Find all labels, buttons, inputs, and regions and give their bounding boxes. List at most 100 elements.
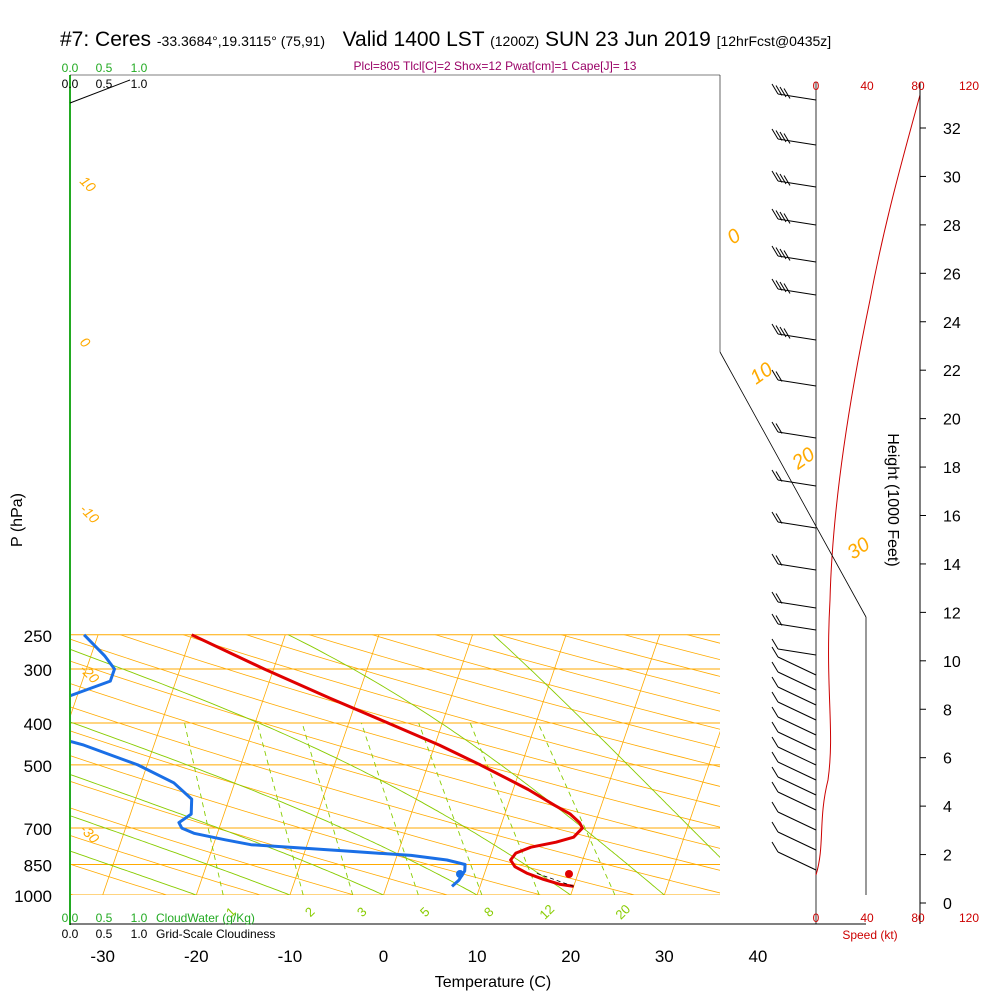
wind-barb-flag (775, 247, 783, 258)
wind-barb-staff (777, 218, 817, 226)
wind-barb (771, 208, 817, 226)
wind-barb (771, 841, 817, 871)
wind-speed-profile (815, 94, 921, 876)
wind-barb-staff (777, 746, 817, 766)
valid-date: SUN 23 Jun 2019 (544, 28, 711, 51)
cloudiness-tick-bottom: 1.0 (131, 927, 148, 941)
height-tick-label: 2 (943, 848, 952, 865)
speed-tick-bottom: 40 (860, 911, 874, 925)
dry-adiabat-line (70, 638, 720, 828)
wind-barb-flag (771, 278, 779, 290)
valid-time: Valid 1400 LST (342, 28, 485, 51)
wind-barb (771, 721, 817, 751)
moist-adiabat-line (70, 773, 384, 895)
temperature-tick-label: 40 (748, 947, 767, 966)
wind-barb-staff (777, 93, 817, 101)
wind-barb-flag (771, 751, 779, 763)
dry-adiabat-line (70, 706, 720, 894)
wind-barb (771, 821, 817, 851)
theta-label: 20 (787, 443, 819, 474)
wind-barb (771, 323, 817, 341)
wind-barb-staff (777, 255, 817, 263)
height-tick-label: 4 (943, 799, 952, 816)
cloud-water-profile (69, 79, 131, 104)
dry-adiabat-line (70, 730, 635, 895)
mixing-ratio-label: 3 (354, 904, 370, 920)
wind-barb-flag (771, 469, 779, 481)
wind-barb-flag (783, 250, 791, 261)
wind-barb-flag (771, 781, 779, 793)
height-axis-label: Height (1000 Feet) (884, 433, 901, 566)
dry-adiabat-line (70, 835, 261, 895)
wind-barb-flag (775, 210, 783, 221)
wind-barb-staff (777, 479, 817, 487)
speed-tick-top: 80 (911, 79, 925, 93)
height-tick-label: 32 (943, 121, 961, 138)
wind-barb-flag (771, 801, 779, 813)
wind-barb (771, 781, 817, 811)
wind-barb-flag (783, 88, 791, 99)
wind-barb-flag (771, 613, 779, 625)
mixing-ratio-label: 8 (481, 904, 497, 920)
dry-adiabat-line (70, 683, 720, 871)
height-tick-label: 28 (943, 218, 961, 235)
temperature-tick-label: 20 (561, 947, 580, 966)
height-tick-label: 16 (943, 509, 961, 526)
wind-barb-flag (775, 172, 783, 183)
moist-adiabat-line (492, 634, 720, 859)
wind-barb (771, 170, 817, 188)
wind-barb-staff (777, 521, 817, 529)
moist-adiabat-line (70, 721, 478, 895)
mixing-ratio-label: 5 (417, 904, 433, 920)
wind-barb-staff (777, 716, 817, 736)
wind-barb-flag (779, 281, 787, 293)
dry-adiabat-line (813, 635, 1000, 895)
dry-adiabat-line (246, 634, 720, 768)
mixing-ratio-line (256, 722, 304, 895)
wind-barb-flag (775, 130, 783, 141)
wind-barb-staff (777, 563, 817, 571)
speed-tick-top: 120 (959, 79, 979, 93)
wind-barb-staff (777, 731, 817, 751)
height-tick-label: 14 (943, 557, 961, 574)
wind-barb-staff (777, 656, 817, 676)
wind-barb-flag (771, 766, 779, 778)
wind-barb-flag (771, 691, 779, 703)
cloud-water-tick-bottom: 1.0 (131, 911, 148, 925)
temperature-tick-label: 0 (379, 947, 388, 966)
isotherm-line (852, 635, 941, 895)
isotherm-line (289, 634, 380, 895)
wind-barb-flag (775, 280, 783, 291)
wind-barb-flag (775, 615, 783, 626)
wind-barb-staff (777, 601, 817, 609)
forecast-info: [12hrFcst@0435z] (716, 33, 832, 49)
wind-barb-flag (779, 173, 787, 185)
pressure-tick-label: 700 (24, 820, 52, 839)
dry-adiabat-line (70, 807, 355, 895)
wind-barb (771, 638, 817, 656)
wind-barb-flag (771, 736, 779, 748)
wind-barb (771, 646, 817, 676)
dry-adiabat-line (183, 634, 720, 787)
y-axis-label: P (hPa) (9, 493, 26, 547)
wind-barb-flag (771, 661, 779, 673)
temperature-tick-label: -20 (184, 947, 209, 966)
dry-adiabat-line (70, 755, 542, 895)
wind-barb-flag (771, 323, 779, 335)
wind-barb-flag (771, 821, 779, 833)
cloud-water-tick-bottom: 0.5 (96, 911, 113, 925)
isotherm-line (102, 634, 193, 895)
wind-barb (771, 83, 817, 101)
wind-barb (771, 511, 817, 529)
mixing-ratio-line (184, 722, 224, 895)
wind-barb-flag (771, 591, 779, 603)
cloudiness-label: Grid-Scale Cloudiness (156, 927, 275, 941)
height-tick-label: 10 (943, 654, 961, 671)
height-tick-label: 26 (943, 266, 961, 283)
wind-barb-flag (775, 593, 783, 604)
wind-barb (771, 421, 817, 439)
wind-barb (771, 245, 817, 263)
cloud-water-tick-top: 0.5 (96, 61, 113, 75)
isotherm-label: 10 (77, 173, 99, 195)
dewpoint-profile (70, 633, 467, 888)
